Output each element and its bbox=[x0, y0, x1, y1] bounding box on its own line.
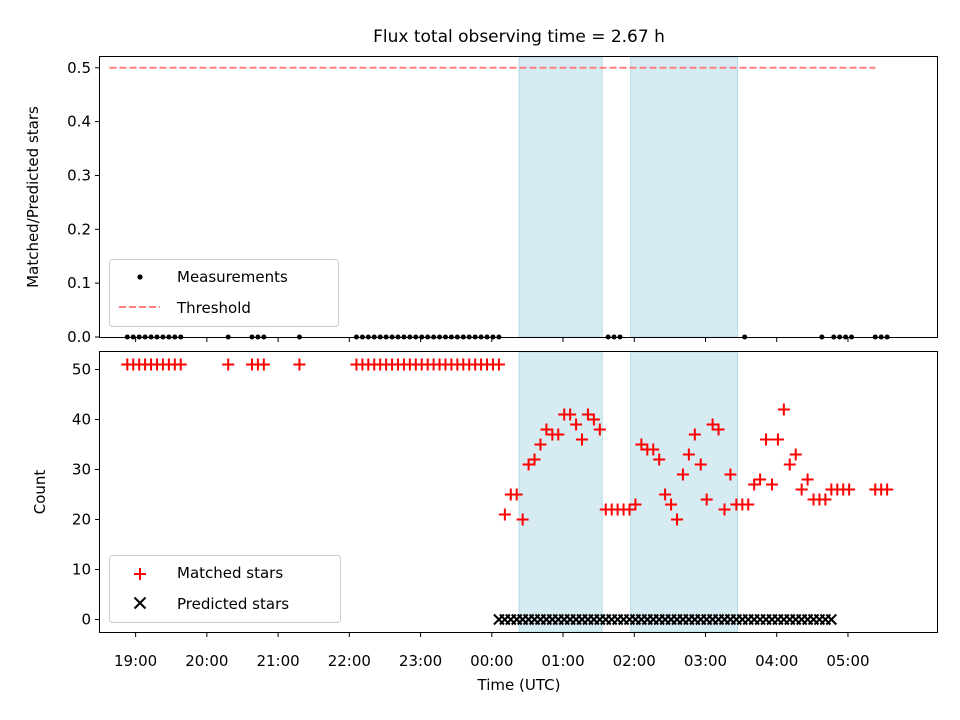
bottom-y-ticks: 0 10 20 30 40 50 bbox=[72, 361, 100, 629]
matched-star-point bbox=[712, 423, 725, 436]
matched-star-point bbox=[754, 473, 767, 486]
chart-title: Flux total observing time = 2.67 h bbox=[373, 27, 665, 47]
bottom-y-axis-label: Count bbox=[31, 470, 49, 515]
x-tick-label: 21:00 bbox=[256, 652, 299, 670]
matched-star-point bbox=[881, 483, 894, 496]
x-tick-label: 04:00 bbox=[755, 652, 798, 670]
matched-star-point bbox=[801, 473, 814, 486]
matched-star-point bbox=[688, 428, 701, 441]
shaded-interval bbox=[630, 351, 739, 633]
y-tick-label: 10 bbox=[72, 561, 91, 579]
matched-star-point bbox=[676, 468, 689, 481]
matched-star-point bbox=[516, 513, 529, 526]
matched-star-point bbox=[843, 483, 856, 496]
legend-matched-marker bbox=[134, 568, 146, 580]
y-tick-label: 20 bbox=[72, 511, 91, 529]
matched-star-point bbox=[789, 448, 802, 461]
legend-measurements-marker bbox=[137, 274, 143, 280]
y-tick-label: 30 bbox=[72, 461, 91, 479]
y-tick-label: 0.5 bbox=[67, 59, 91, 77]
top-x-ticks bbox=[135, 337, 849, 342]
x-tick-label: 03:00 bbox=[684, 652, 727, 670]
matched-star-point bbox=[659, 488, 672, 501]
legend-predicted-label: Predicted stars bbox=[177, 595, 289, 613]
matched-star-point bbox=[293, 358, 306, 371]
bottom-x-ticks: 19:00 20:00 21:00 22:00 23:00 00:00 01:00 02:00… bbox=[114, 632, 870, 670]
legend-measurements-label: Measurements bbox=[177, 268, 288, 286]
y-tick-label: 40 bbox=[72, 411, 91, 429]
shaded-interval bbox=[518, 56, 603, 338]
bottom-marks bbox=[121, 358, 894, 626]
matched-star-point bbox=[510, 488, 523, 501]
matched-star-point bbox=[718, 503, 731, 516]
bottom-shaded-intervals bbox=[518, 351, 739, 633]
y-tick-label: 0.1 bbox=[67, 274, 91, 292]
matched-star-point bbox=[174, 358, 187, 371]
matched-star-point bbox=[771, 433, 784, 446]
matched-star-point bbox=[700, 493, 713, 506]
matched-star-point bbox=[593, 423, 606, 436]
legend-matched-label: Matched stars bbox=[177, 564, 283, 582]
matched-star-point bbox=[222, 358, 235, 371]
matched-star-point bbox=[528, 453, 541, 466]
top-shaded-intervals bbox=[518, 56, 739, 338]
matched-star-point bbox=[665, 498, 678, 511]
y-tick-label: 0.3 bbox=[67, 166, 91, 184]
y-tick-label: 0.2 bbox=[67, 220, 91, 238]
shaded-interval bbox=[630, 56, 739, 338]
x-tick-label: 20:00 bbox=[185, 652, 228, 670]
y-tick-label: 0 bbox=[81, 611, 91, 629]
matched-star-point bbox=[534, 438, 547, 451]
matched-star-point bbox=[653, 453, 666, 466]
y-tick-label: 0.0 bbox=[67, 328, 91, 346]
top-legend: Measurements Threshold bbox=[109, 259, 339, 327]
y-tick-label: 0.4 bbox=[67, 113, 91, 131]
matched-star-point bbox=[492, 358, 505, 371]
matched-star-point bbox=[724, 468, 737, 481]
x-tick-label: 05:00 bbox=[826, 652, 869, 670]
x-tick-label: 00:00 bbox=[470, 652, 513, 670]
bottom-legend: Matched stars Predicted stars bbox=[109, 555, 341, 623]
top-axes-frame bbox=[99, 56, 938, 338]
bottom-panel: 0 10 20 30 40 50 19:00 20:00 21:00 22:00 23:00 00:… bbox=[31, 351, 938, 694]
legend-predicted-marker bbox=[133, 596, 147, 610]
bottom-legend-box bbox=[109, 555, 341, 623]
top-panel: 0.0 0.1 0.2 0.3 0.4 0.5 Matched/Predicted sta… bbox=[24, 56, 938, 346]
bottom-axes-frame bbox=[99, 351, 938, 633]
x-tick-label: 22:00 bbox=[328, 652, 371, 670]
matched-star-point bbox=[819, 493, 832, 506]
matched-star-point bbox=[694, 458, 707, 471]
top-y-ticks: 0.0 0.1 0.2 0.3 0.4 0.5 bbox=[67, 59, 100, 346]
matched-star-point bbox=[783, 458, 796, 471]
matched-star-point bbox=[564, 408, 577, 421]
matched-star-point bbox=[629, 498, 642, 511]
matched-star-point bbox=[760, 433, 773, 446]
x-tick-label: 02:00 bbox=[613, 652, 656, 670]
matched-star-point bbox=[552, 428, 565, 441]
predicted-star-point bbox=[825, 613, 838, 626]
matched-star-point bbox=[682, 448, 695, 461]
matched-star-point bbox=[587, 413, 600, 426]
matched-star-point bbox=[570, 418, 583, 431]
top-y-axis-label: Matched/Predicted stars bbox=[24, 106, 42, 288]
y-tick-label: 50 bbox=[72, 361, 91, 379]
x-axis-label: Time (UTC) bbox=[477, 676, 561, 694]
matched-star-point bbox=[777, 403, 790, 416]
matched-star-point bbox=[742, 498, 755, 511]
top-legend-box bbox=[109, 259, 339, 327]
matched-star-point bbox=[670, 513, 683, 526]
x-tick-label: 19:00 bbox=[114, 652, 157, 670]
x-tick-label: 01:00 bbox=[541, 652, 584, 670]
matched-star-point bbox=[647, 443, 660, 456]
matched-star-point bbox=[498, 508, 511, 521]
matched-star-point bbox=[576, 433, 589, 446]
matched-star-point bbox=[257, 358, 270, 371]
legend-threshold-label: Threshold bbox=[176, 299, 251, 317]
matched-star-point bbox=[795, 483, 808, 496]
matched-star-point bbox=[765, 478, 778, 491]
x-tick-label: 23:00 bbox=[399, 652, 442, 670]
shaded-interval bbox=[518, 351, 603, 633]
